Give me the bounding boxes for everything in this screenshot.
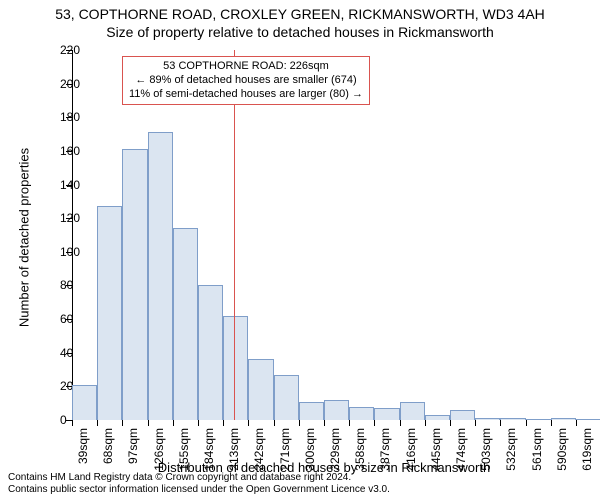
x-tick (551, 420, 552, 426)
x-tick (349, 420, 350, 426)
x-tick-label: 68sqm (101, 428, 115, 464)
x-tick (500, 420, 501, 426)
title-line-1: 53, COPTHORNE ROAD, CROXLEY GREEN, RICKM… (0, 6, 600, 24)
y-tick-label: 180 (60, 110, 62, 124)
histogram-bar (425, 415, 450, 420)
x-tick (122, 420, 123, 426)
x-tick-label: 39sqm (76, 428, 90, 464)
reference-line (234, 50, 235, 420)
x-tick (173, 420, 174, 426)
x-tick (274, 420, 275, 426)
histogram-bar (198, 285, 223, 420)
annotation-box: 53 COPTHORNE ROAD: 226sqm← 89% of detach… (122, 56, 370, 105)
x-tick (400, 420, 401, 426)
histogram-bar (324, 400, 349, 420)
histogram-bar (400, 402, 425, 421)
y-tick-label: 140 (60, 178, 62, 192)
x-tick (148, 420, 149, 426)
y-tick-label: 60 (60, 312, 62, 326)
annotation-line: 11% of semi-detached houses are larger (… (129, 88, 363, 102)
x-tick (198, 420, 199, 426)
histogram-bar (576, 419, 600, 420)
x-tick (72, 420, 73, 426)
y-tick-label: 40 (60, 346, 62, 360)
histogram-bar (551, 418, 576, 420)
y-tick-label: 20 (60, 379, 62, 393)
x-tick (374, 420, 375, 426)
histogram-bar (148, 132, 173, 420)
histogram-bar (122, 149, 147, 420)
x-tick (450, 420, 451, 426)
histogram-bar (500, 418, 525, 420)
y-tick-label: 80 (60, 278, 62, 292)
histogram-bar (97, 206, 122, 420)
y-tick-label: 160 (60, 144, 62, 158)
x-tick-label: 97sqm (126, 428, 140, 464)
y-tick-label: 100 (60, 245, 62, 259)
histogram-bar (248, 359, 273, 420)
x-tick (324, 420, 325, 426)
footer-attribution: Contains HM Land Registry data © Crown c… (8, 472, 390, 496)
y-tick-label: 120 (60, 211, 62, 225)
x-tick (97, 420, 98, 426)
annotation-line: 53 COPTHORNE ROAD: 226sqm (129, 60, 363, 74)
histogram-bar (72, 385, 97, 420)
histogram-bar (475, 418, 500, 420)
chart-plot-area: 02040608010012014016018020022039sqm68sqm… (72, 50, 576, 420)
y-axis (72, 50, 73, 420)
histogram-bar (450, 410, 475, 420)
histogram-bar (374, 408, 399, 420)
annotation-line: ← 89% of detached houses are smaller (67… (129, 74, 363, 88)
y-tick-label: 200 (60, 77, 62, 91)
x-tick (299, 420, 300, 426)
footer-line-1: Contains HM Land Registry data © Crown c… (8, 472, 390, 484)
title-line-2: Size of property relative to detached ho… (0, 24, 600, 42)
histogram-bar (274, 375, 299, 420)
x-tick (576, 420, 577, 426)
histogram-bar (173, 228, 198, 420)
y-axis-label: Number of detached properties (17, 138, 32, 338)
histogram-bar (349, 407, 374, 420)
x-tick (475, 420, 476, 426)
histogram-bar (526, 419, 551, 420)
x-tick (425, 420, 426, 426)
footer-line-2: Contains public sector information licen… (8, 484, 390, 496)
histogram-bar (223, 316, 248, 420)
x-tick-label: 619sqm (580, 428, 594, 471)
y-tick-label: 0 (60, 413, 62, 427)
y-tick-label: 220 (60, 43, 62, 57)
histogram-bar (299, 402, 324, 421)
x-tick (223, 420, 224, 426)
x-tick (526, 420, 527, 426)
x-tick (248, 420, 249, 426)
